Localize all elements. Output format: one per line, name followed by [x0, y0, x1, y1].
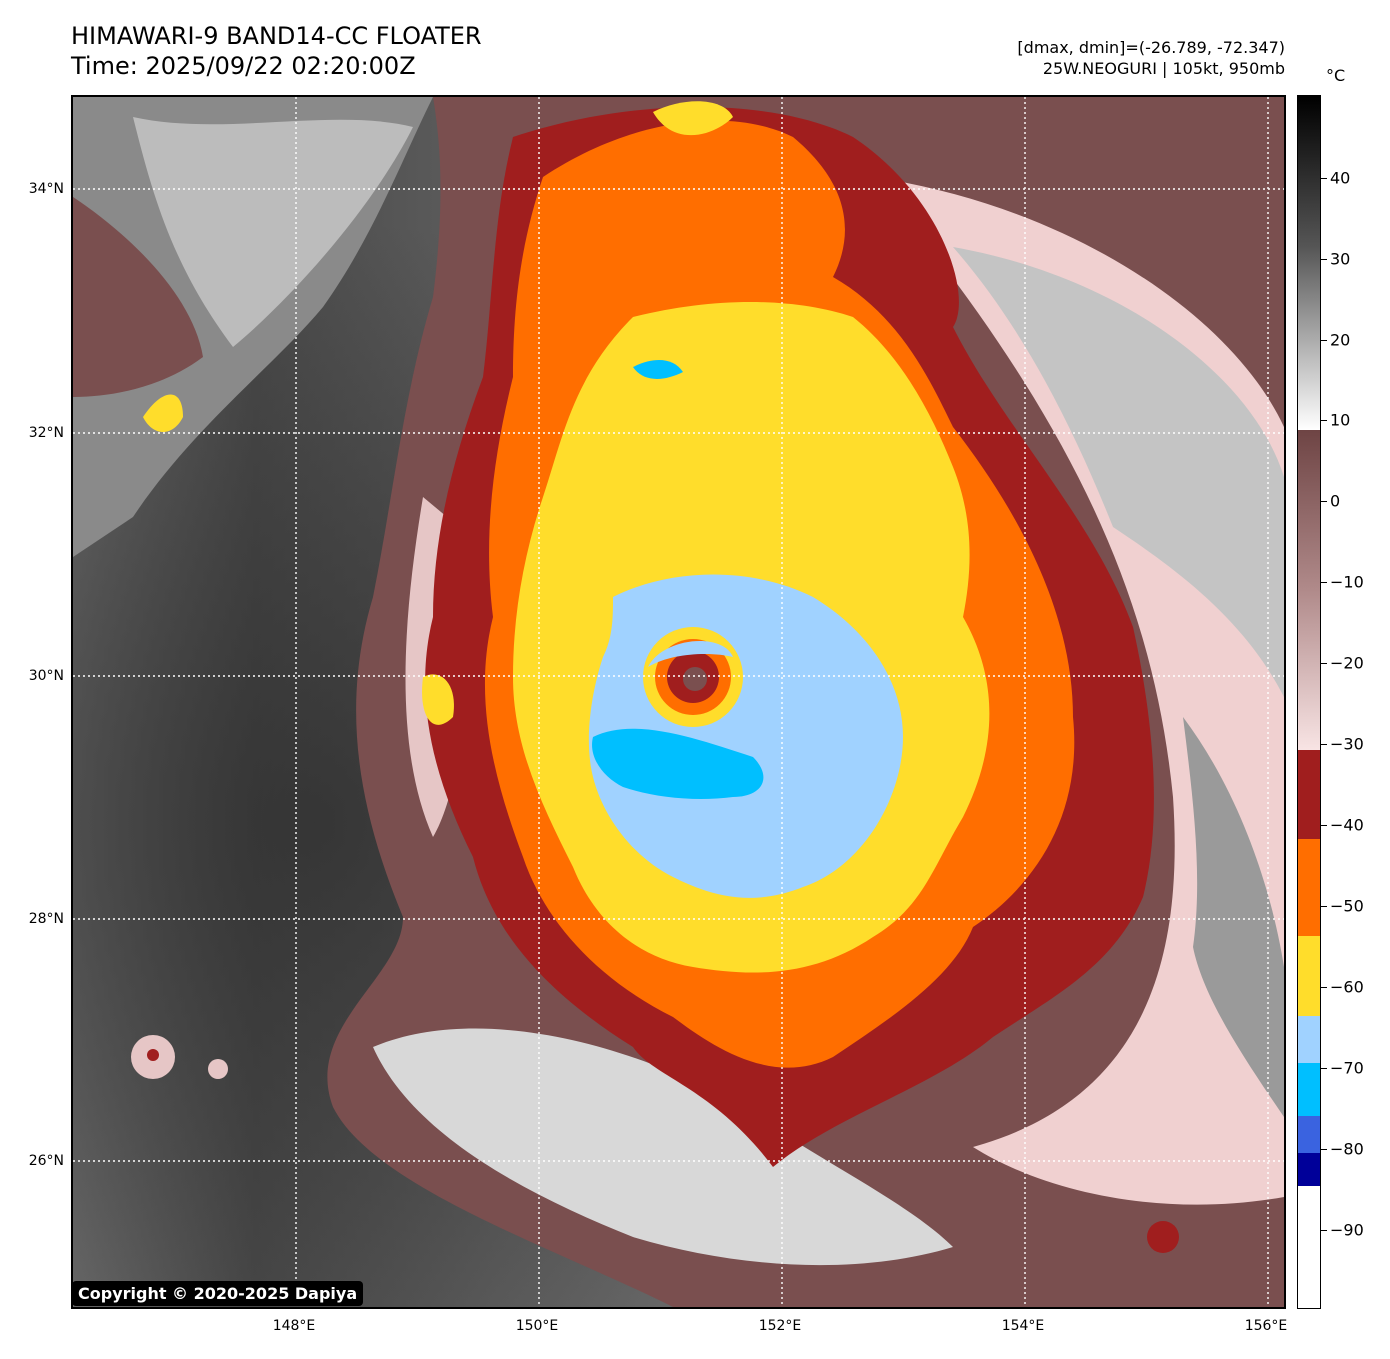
colorbar-label-20: 20	[1330, 330, 1351, 350]
colorbar-label-30: 30	[1330, 249, 1351, 269]
lon-label-148e: 148°E	[272, 1318, 316, 1334]
colorbar-label-minus10: −10	[1330, 572, 1364, 592]
colorbar-unit: °C	[1326, 66, 1346, 85]
colorbar-label-minus30: −30	[1330, 734, 1364, 754]
colorbar-label-minus70: −70	[1330, 1058, 1364, 1078]
temperature-range: [dmax, dmin]=(-26.789, -72.347)	[1017, 38, 1285, 57]
lon-label-154e: 154°E	[1001, 1318, 1045, 1334]
colorbar-label-minus20: −20	[1330, 653, 1364, 673]
colorbar-label-40: 40	[1330, 168, 1351, 188]
temperature-colorbar	[1297, 95, 1321, 1309]
colorbar-label-minus90: −90	[1330, 1220, 1364, 1240]
image-title: HIMAWARI-9 BAND14-CC FLOATER	[71, 22, 482, 50]
storm-info: 25W.NEOGURI | 105kt, 950mb	[1042, 59, 1285, 78]
colorbar-label-minus60: −60	[1330, 977, 1364, 997]
lon-label-150e: 150°E	[515, 1318, 559, 1334]
lat-label-30n: 30°N	[28, 668, 64, 684]
lat-label-28n: 28°N	[28, 911, 64, 927]
satellite-image	[71, 95, 1286, 1309]
lon-label-152e: 152°E	[758, 1318, 802, 1334]
colorbar-label-minus50: −50	[1330, 896, 1364, 916]
colorbar-label-0: 0	[1330, 491, 1341, 511]
colorbar-label-minus80: −80	[1330, 1139, 1364, 1159]
colorbar-label-minus40: −40	[1330, 815, 1364, 835]
lon-label-156e: 156°E	[1244, 1318, 1288, 1334]
image-time: Time: 2025/09/22 02:20:00Z	[71, 52, 416, 80]
lat-label-34n: 34°N	[28, 181, 64, 197]
lat-label-26n: 26°N	[28, 1153, 64, 1169]
copyright-notice: Copyright © 2020-2025 Dapiya	[72, 1281, 364, 1306]
lat-label-32n: 32°N	[28, 425, 64, 441]
lat-lon-grid	[73, 97, 1284, 1307]
colorbar-label-10: 10	[1330, 410, 1351, 430]
